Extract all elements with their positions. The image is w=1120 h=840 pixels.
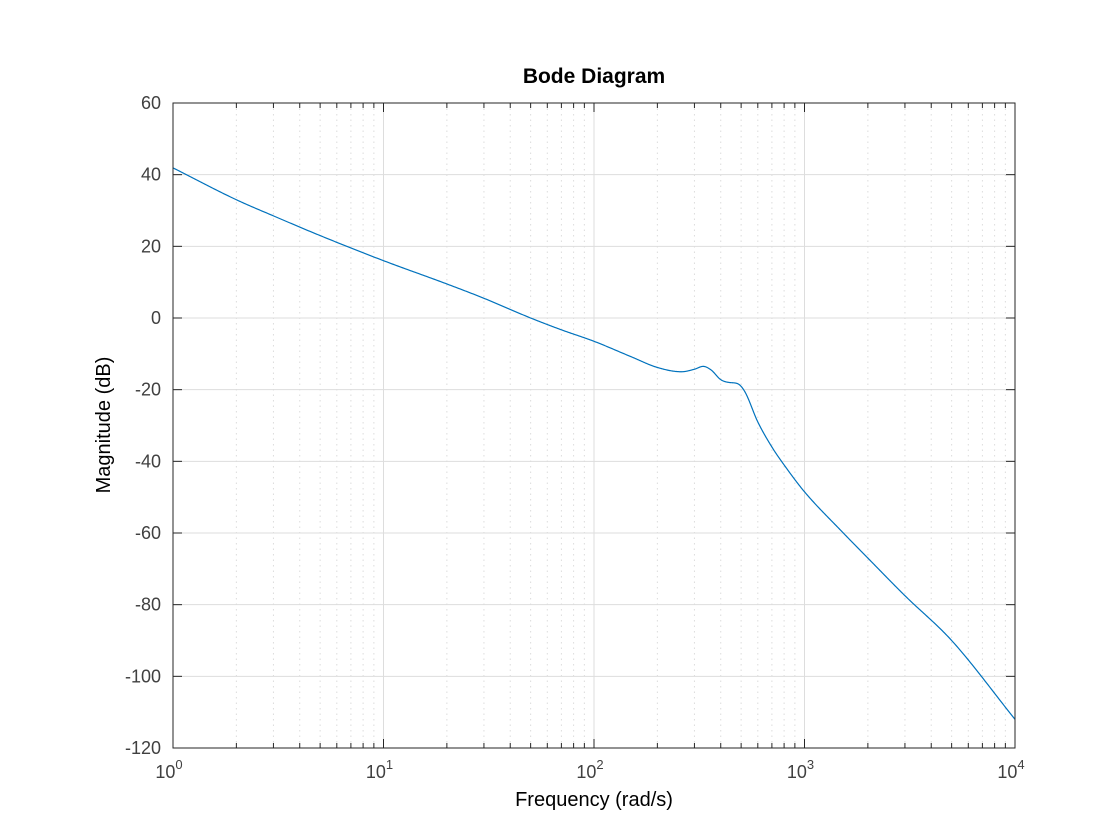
y-tick-label: 60 xyxy=(141,93,161,113)
magnitude-series-line xyxy=(172,167,1016,720)
y-tick-label: 20 xyxy=(141,236,161,256)
x-tick-label: 100 xyxy=(155,757,182,782)
y-tick-label: -20 xyxy=(135,380,161,400)
y-tick-labels: 60 40 20 0 -20 -40 -60 -80 -100 -120 xyxy=(125,93,161,758)
chart-title: Bode Diagram xyxy=(523,65,665,88)
x-tick-label: 104 xyxy=(997,757,1024,782)
y-tick-label: -100 xyxy=(125,666,161,686)
y-tick-label: 40 xyxy=(141,165,161,185)
x-tick-label: 101 xyxy=(366,757,393,782)
x-tick-labels: 100 101 102 103 104 xyxy=(155,757,1024,782)
y-tick-label: -80 xyxy=(135,595,161,615)
y-tick-label: -60 xyxy=(135,523,161,543)
x-tick-label: 102 xyxy=(576,757,603,782)
x-axis-label: Frequency (rad/s) xyxy=(515,789,673,811)
y-axis-label: Magnitude (dB) xyxy=(93,357,115,494)
y-tick-label: -40 xyxy=(135,451,161,471)
y-tick-label: 0 xyxy=(151,308,161,328)
series-group xyxy=(172,167,1016,720)
y-tick-label: -120 xyxy=(125,738,161,758)
axes-frame xyxy=(172,102,1016,749)
x-tick-label: 103 xyxy=(787,757,814,782)
